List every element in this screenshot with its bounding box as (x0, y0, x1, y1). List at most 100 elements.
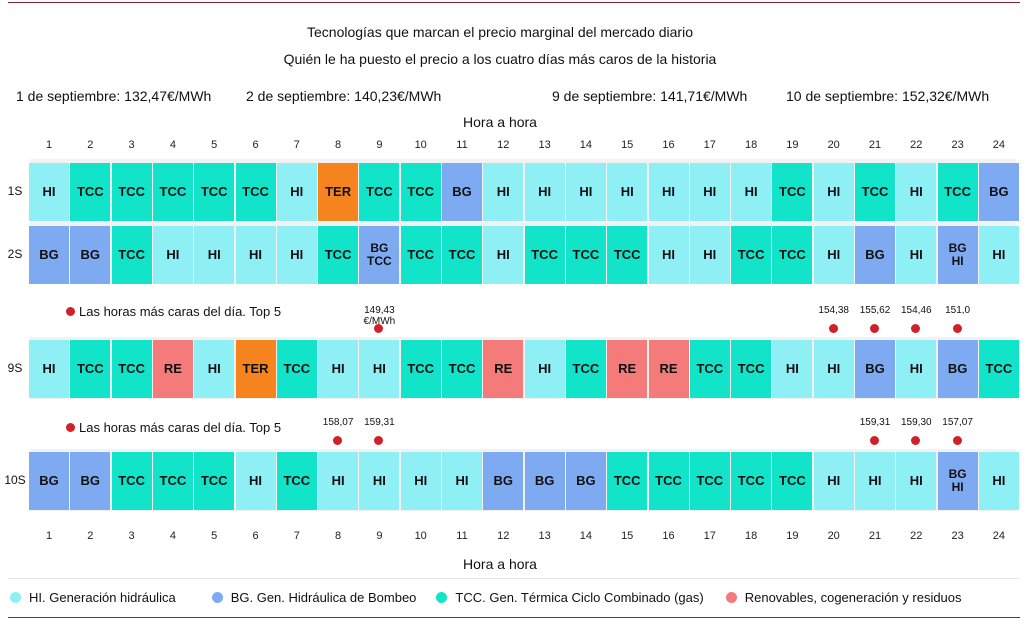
tech-cell: TCC (400, 163, 441, 221)
row-label: 2S (7, 247, 23, 261)
tech-cell: TCC (978, 340, 1019, 398)
top-hour-price: 159,31 (859, 417, 891, 428)
hour-tick-bottom: 22 (910, 530, 923, 542)
marker-dot-icon (66, 423, 75, 432)
tech-cell: HI (29, 340, 69, 398)
hour-tick-top: 14 (579, 139, 593, 151)
tech-cell: HI (978, 226, 1019, 284)
hour-tick-bottom: 6 (252, 530, 259, 542)
hour-tick-bottom: 17 (703, 530, 716, 542)
tech-cell: TCC (855, 163, 895, 221)
hour-tick-top: 16 (662, 139, 675, 151)
hour-tick-bottom: 1 (45, 530, 53, 542)
hour-tick-bottom: 21 (868, 530, 882, 542)
top5-label: Las horas más caras del día. Top 5 (79, 304, 282, 319)
legend-item-bg: BG. Gen. Hidráulica de Bombeo (211, 590, 417, 605)
hour-tick-top: 19 (786, 139, 799, 151)
tech-cell: HI (689, 226, 730, 284)
hour-tick-top: 24 (992, 139, 1006, 151)
tech-cell: HI (235, 452, 276, 510)
top-hour-price: 151,0 (945, 305, 971, 316)
tech-cell: TCC (194, 163, 235, 221)
top5-label: Las horas más caras del día. Top 5 (79, 420, 282, 435)
tech-cell: TCC (400, 340, 441, 398)
tech-cell: HI (813, 452, 854, 510)
tech-cell: HI (276, 226, 317, 284)
top-hour-price: 159,31 (364, 417, 395, 428)
hour-tick-bottom: 20 (827, 530, 840, 542)
tech-cell: BG (855, 226, 895, 284)
tech-cell: HI (896, 226, 937, 284)
tech-cell: HI (813, 163, 854, 221)
tech-cell: TCC (731, 452, 772, 510)
tech-cell: TCC (152, 163, 193, 221)
tech-cell: RE (648, 340, 689, 398)
tech-cell: TCC (937, 163, 978, 221)
top5-note-10: Las horas más caras del día. Top 5 (66, 420, 281, 435)
top-hour-price: 154,38 (818, 305, 849, 316)
tech-cell: TCC (152, 452, 193, 510)
top-hour-marker (333, 436, 343, 445)
tech-cell: BG (855, 340, 895, 398)
hour-tick-top: 23 (951, 139, 964, 151)
tech-cell: HI (29, 163, 69, 221)
hour-tick-top: 6 (252, 139, 259, 151)
chart-subtitle: Quién le ha puesto el precio a los cuatr… (283, 51, 717, 67)
tech-cell: HI (565, 163, 606, 221)
day-summary-1: 1 de septiembre: 132,47€/MWh (16, 88, 212, 104)
tech-cell: TCC (276, 340, 317, 398)
top-hour-marker (911, 436, 921, 445)
hour-tick-top: 21 (868, 139, 882, 151)
tech-cell: BG (937, 340, 978, 398)
hour-tick-bottom: 4 (169, 530, 176, 542)
tech-cell: HI (896, 163, 937, 221)
legend: HI. Generación hidráulica BG. Gen. Hidráu… (10, 590, 1022, 605)
legend-swatch-icon (436, 592, 448, 603)
hour-tick-bottom: 7 (293, 530, 300, 542)
tech-cell: RE (483, 340, 524, 398)
hour-tick-bottom: 2 (87, 530, 94, 542)
tech-cell: TCC (111, 340, 152, 398)
tech-cell: TCC (607, 452, 648, 510)
row-label: 10S (4, 473, 26, 487)
top-hour-price: 149,43 €/MWh (363, 305, 396, 327)
top-hour-marker (870, 436, 879, 445)
tech-cell: HI (235, 226, 276, 284)
top-hour-marker (828, 324, 838, 333)
top-hour-marker (374, 436, 384, 445)
tech-cell: RE (607, 340, 648, 398)
row-label: 9S (7, 361, 23, 375)
hour-tick-bottom: 11 (456, 530, 468, 542)
hour-tick-top: 9 (376, 139, 383, 151)
row-label: 1S (7, 184, 23, 198)
legend-item-re: Renovables, cogeneración y residuos (725, 590, 962, 605)
legend-label: BG. Gen. Hidráulica de Bombeo (230, 590, 417, 605)
top-hour-marker (374, 324, 384, 333)
top-hour-marker (870, 324, 879, 333)
top-hour-price: 158,07 (322, 417, 354, 428)
tech-cell: TCC (276, 452, 317, 510)
tech-cell: TCC (689, 452, 730, 510)
hour-tick-top: 1 (45, 139, 53, 151)
axis-title-top: Hora a hora (463, 114, 537, 130)
tech-cell: BG HI (937, 226, 978, 284)
tech-cell: BG (565, 452, 606, 510)
tech-cell: HI (483, 226, 524, 284)
tech-cell: HI (524, 163, 565, 221)
tech-cell: HI (152, 226, 193, 284)
tech-cell: TCC (442, 226, 482, 284)
top-hour-marker (952, 324, 962, 333)
legend-top-rule (8, 578, 1020, 579)
hour-tick-bottom: 8 (335, 530, 342, 542)
tech-cell: HI (896, 340, 937, 398)
tech-cell: TER (235, 340, 276, 398)
tech-cell: TCC (111, 452, 152, 510)
tech-cell: BG (524, 452, 565, 510)
hour-tick-bottom: 3 (128, 530, 135, 542)
tech-cell: TER (318, 163, 359, 221)
chart-title: Tecnologías que marcan el precio margina… (307, 24, 693, 40)
top-rule (8, 2, 1020, 3)
legend-label: Renovables, cogeneración y residuos (744, 590, 962, 605)
tech-cell: HI (648, 226, 689, 284)
tech-cell: TCC (772, 452, 813, 510)
